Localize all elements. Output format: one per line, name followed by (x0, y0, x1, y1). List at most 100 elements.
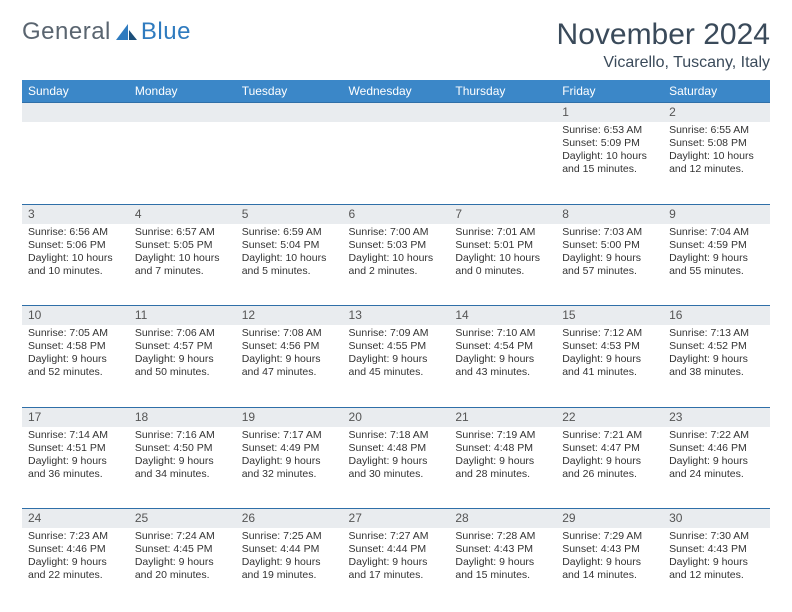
day-sunrise: Sunrise: 7:17 AM (242, 429, 337, 442)
detail-row: Sunrise: 7:23 AMSunset: 4:46 PMDaylight:… (22, 528, 770, 610)
day-number-cell: 28 (449, 509, 556, 529)
day-sunset: Sunset: 4:48 PM (349, 442, 444, 455)
day-number-cell: 9 (663, 204, 770, 224)
day-detail-cell: Sunrise: 7:30 AMSunset: 4:43 PMDaylight:… (663, 528, 770, 610)
day-number-cell (236, 103, 343, 123)
day-d2: and 50 minutes. (135, 366, 230, 379)
day-d1: Daylight: 9 hours (135, 353, 230, 366)
day-sunrise: Sunrise: 7:08 AM (242, 327, 337, 340)
day-detail-cell: Sunrise: 7:17 AMSunset: 4:49 PMDaylight:… (236, 427, 343, 509)
day-detail-cell: Sunrise: 7:05 AMSunset: 4:58 PMDaylight:… (22, 325, 129, 407)
day-d2: and 34 minutes. (135, 468, 230, 481)
day-detail-cell (343, 122, 450, 204)
day-number-cell: 27 (343, 509, 450, 529)
day-detail-cell: Sunrise: 7:23 AMSunset: 4:46 PMDaylight:… (22, 528, 129, 610)
day-d1: Daylight: 10 hours (28, 252, 123, 265)
day-number-cell: 10 (22, 306, 129, 326)
day-detail-cell (22, 122, 129, 204)
day-sunset: Sunset: 4:47 PM (562, 442, 657, 455)
title-block: November 2024 Vicarello, Tuscany, Italy (557, 18, 770, 72)
day-detail-cell: Sunrise: 7:08 AMSunset: 4:56 PMDaylight:… (236, 325, 343, 407)
page-title: November 2024 (557, 18, 770, 52)
day-sunset: Sunset: 5:03 PM (349, 239, 444, 252)
weekday-header: Saturday (663, 80, 770, 103)
day-sunrise: Sunrise: 6:59 AM (242, 226, 337, 239)
day-sunrise: Sunrise: 7:27 AM (349, 530, 444, 543)
sail-icon (114, 22, 138, 42)
day-detail-cell (129, 122, 236, 204)
day-sunset: Sunset: 4:54 PM (455, 340, 550, 353)
day-detail-cell: Sunrise: 6:55 AMSunset: 5:08 PMDaylight:… (663, 122, 770, 204)
day-detail-cell: Sunrise: 6:57 AMSunset: 5:05 PMDaylight:… (129, 224, 236, 306)
day-sunset: Sunset: 4:48 PM (455, 442, 550, 455)
day-sunrise: Sunrise: 7:04 AM (669, 226, 764, 239)
day-sunrise: Sunrise: 7:05 AM (28, 327, 123, 340)
day-d2: and 41 minutes. (562, 366, 657, 379)
day-d2: and 7 minutes. (135, 265, 230, 278)
day-number-cell: 19 (236, 407, 343, 427)
day-d1: Daylight: 9 hours (135, 556, 230, 569)
day-sunrise: Sunrise: 6:55 AM (669, 124, 764, 137)
day-d1: Daylight: 9 hours (28, 556, 123, 569)
day-sunrise: Sunrise: 7:10 AM (455, 327, 550, 340)
day-d1: Daylight: 9 hours (455, 455, 550, 468)
day-d1: Daylight: 9 hours (455, 353, 550, 366)
day-number-cell (129, 103, 236, 123)
day-d1: Daylight: 9 hours (455, 556, 550, 569)
day-detail-cell: Sunrise: 7:25 AMSunset: 4:44 PMDaylight:… (236, 528, 343, 610)
day-number-cell: 25 (129, 509, 236, 529)
day-number-cell: 14 (449, 306, 556, 326)
day-d2: and 10 minutes. (28, 265, 123, 278)
day-sunrise: Sunrise: 7:25 AM (242, 530, 337, 543)
day-sunrise: Sunrise: 7:03 AM (562, 226, 657, 239)
day-sunset: Sunset: 4:45 PM (135, 543, 230, 556)
day-d1: Daylight: 9 hours (349, 556, 444, 569)
day-detail-cell (449, 122, 556, 204)
day-d1: Daylight: 10 hours (669, 150, 764, 163)
day-number-cell: 29 (556, 509, 663, 529)
day-d2: and 15 minutes. (455, 569, 550, 582)
day-sunset: Sunset: 4:44 PM (242, 543, 337, 556)
day-detail-cell: Sunrise: 6:53 AMSunset: 5:09 PMDaylight:… (556, 122, 663, 204)
day-d1: Daylight: 10 hours (455, 252, 550, 265)
day-d1: Daylight: 9 hours (562, 353, 657, 366)
day-d1: Daylight: 9 hours (669, 252, 764, 265)
day-number-cell: 5 (236, 204, 343, 224)
day-d2: and 15 minutes. (562, 163, 657, 176)
day-sunrise: Sunrise: 7:21 AM (562, 429, 657, 442)
day-sunset: Sunset: 4:56 PM (242, 340, 337, 353)
day-sunset: Sunset: 4:59 PM (669, 239, 764, 252)
day-detail-cell: Sunrise: 7:27 AMSunset: 4:44 PMDaylight:… (343, 528, 450, 610)
day-sunset: Sunset: 5:08 PM (669, 137, 764, 150)
day-sunset: Sunset: 4:58 PM (28, 340, 123, 353)
day-sunrise: Sunrise: 6:56 AM (28, 226, 123, 239)
header: General Blue November 2024 Vicarello, Tu… (22, 18, 770, 72)
day-d1: Daylight: 10 hours (135, 252, 230, 265)
day-number-cell (22, 103, 129, 123)
day-detail-cell: Sunrise: 7:10 AMSunset: 4:54 PMDaylight:… (449, 325, 556, 407)
day-sunset: Sunset: 5:09 PM (562, 137, 657, 150)
day-sunrise: Sunrise: 7:22 AM (669, 429, 764, 442)
day-number-cell (449, 103, 556, 123)
day-detail-cell: Sunrise: 7:04 AMSunset: 4:59 PMDaylight:… (663, 224, 770, 306)
day-sunset: Sunset: 5:01 PM (455, 239, 550, 252)
day-sunset: Sunset: 4:43 PM (669, 543, 764, 556)
day-d1: Daylight: 9 hours (28, 455, 123, 468)
brand-part1: General (22, 18, 111, 46)
day-detail-cell: Sunrise: 7:06 AMSunset: 4:57 PMDaylight:… (129, 325, 236, 407)
day-number-cell: 11 (129, 306, 236, 326)
day-d2: and 45 minutes. (349, 366, 444, 379)
brand-part2: Blue (141, 18, 191, 46)
weekday-header: Sunday (22, 80, 129, 103)
day-d2: and 17 minutes. (349, 569, 444, 582)
day-d2: and 22 minutes. (28, 569, 123, 582)
daynum-row: 17181920212223 (22, 407, 770, 427)
day-d2: and 12 minutes. (669, 163, 764, 176)
day-number-cell: 23 (663, 407, 770, 427)
day-number-cell: 15 (556, 306, 663, 326)
day-detail-cell: Sunrise: 7:13 AMSunset: 4:52 PMDaylight:… (663, 325, 770, 407)
day-number-cell: 7 (449, 204, 556, 224)
day-sunset: Sunset: 4:49 PM (242, 442, 337, 455)
weekday-header: Monday (129, 80, 236, 103)
day-detail-cell: Sunrise: 7:22 AMSunset: 4:46 PMDaylight:… (663, 427, 770, 509)
